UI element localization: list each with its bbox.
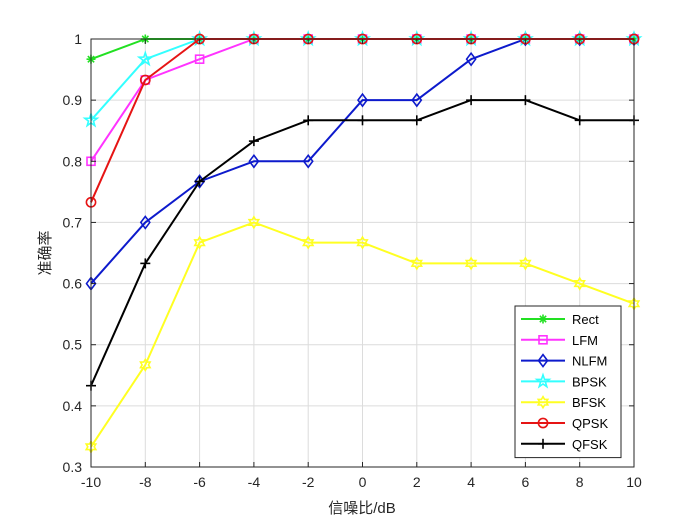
x-tick-label: -2 [302,474,315,490]
x-tick-label: -4 [248,474,261,490]
legend-label-rect: Rect [572,312,599,327]
legend-item-qfsk: QFSK [521,437,608,452]
data-point-qfsk [520,95,531,106]
legend-marker-bfsk [536,395,550,410]
data-point-nlfm [302,153,314,169]
data-point-bfsk [193,235,206,250]
ticks: -10 -8 -6 -4 -2 0 2 4 6 8 10 0.3 0.4 0.5 0.6 0.7 0.8 0.9 1 [63,31,642,490]
legend-label-bpsk: BPSK [572,374,607,389]
x-tick-label: 6 [522,474,530,490]
data-point-nlfm [357,92,368,108]
y-tick-label: 0.5 [63,337,83,353]
y-tick-label: 0.6 [63,276,83,292]
data-point-nlfm [248,153,260,169]
data-point-qfsk [303,115,314,126]
y-tick-label: 0.3 [63,459,83,475]
x-tick-label: 0 [359,474,367,490]
data-point-bfsk [464,256,478,271]
data-point-bfsk [139,357,152,372]
data-point-bfsk [573,276,586,291]
data-point-qfsk [466,95,477,106]
data-point-bfsk [302,235,315,250]
legend-item-nlfm: NLFM [521,353,607,369]
data-point-bfsk [356,235,369,250]
legend-marker-rect [538,314,548,324]
legend-label-lfm: LFM [572,333,598,348]
marker-stroke [539,315,547,323]
legend-label-nlfm: NLFM [572,354,607,369]
data-point-qfsk [357,115,368,126]
legend-marker-qpsk [537,417,549,429]
data-point-bfsk [410,256,423,271]
legend-marker-lfm [538,334,548,345]
y-tick-label: 0.9 [63,92,83,108]
x-axis-label: 信噪比/dB [328,500,396,517]
y-tick-label: 0.8 [63,153,83,169]
x-tick-label: 8 [576,474,584,490]
legend-marker-bpsk [534,372,552,389]
x-tick-label: 10 [626,474,642,490]
legend-label-qpsk: QPSK [572,416,608,431]
legend-item-bfsk: BFSK [521,395,606,410]
data-point-qpsk [139,74,151,86]
legend-label-bfsk: BFSK [572,395,606,410]
series-line-bfsk [90,221,635,448]
legend-item-qpsk: QPSK [521,416,608,431]
data-point-qfsk [248,136,259,147]
data-point-nlfm [411,92,423,108]
y-tick-label: 1 [74,31,82,47]
series-qfsk [86,95,639,391]
y-axis-label: 准确率 [37,230,54,275]
data-point-qfsk [411,115,422,126]
legend-marker-qfsk [538,438,548,449]
y-tick-label: 0.4 [63,398,83,414]
x-tick-label: 4 [467,474,475,490]
data-point-nlfm [465,51,477,67]
legend-item-lfm: LFM [521,333,598,348]
legend-item-rect: Rect [521,312,599,327]
x-tick-label: -8 [139,474,152,490]
x-tick-label: 2 [413,474,421,490]
data-point-bpsk [136,50,154,67]
data-point-nlfm [139,215,151,230]
data-point-bfsk [519,256,532,271]
legend-item-bpsk: BPSK [521,372,607,389]
legend: Rect LFM NLFM BPSK BFSK QPSK QFSK [514,305,622,459]
y-tick-label: 0.7 [63,214,83,230]
legend-marker-nlfm [537,353,549,368]
data-point-lfm [194,54,205,64]
x-tick-label: -6 [193,474,206,490]
data-point-qfsk [194,176,205,187]
data-point-bfsk [247,215,261,230]
x-tick-label: -10 [81,474,101,490]
data-point-qfsk [140,258,151,269]
legend-label-qfsk: QFSK [572,437,608,452]
data-point-qfsk [574,115,585,126]
